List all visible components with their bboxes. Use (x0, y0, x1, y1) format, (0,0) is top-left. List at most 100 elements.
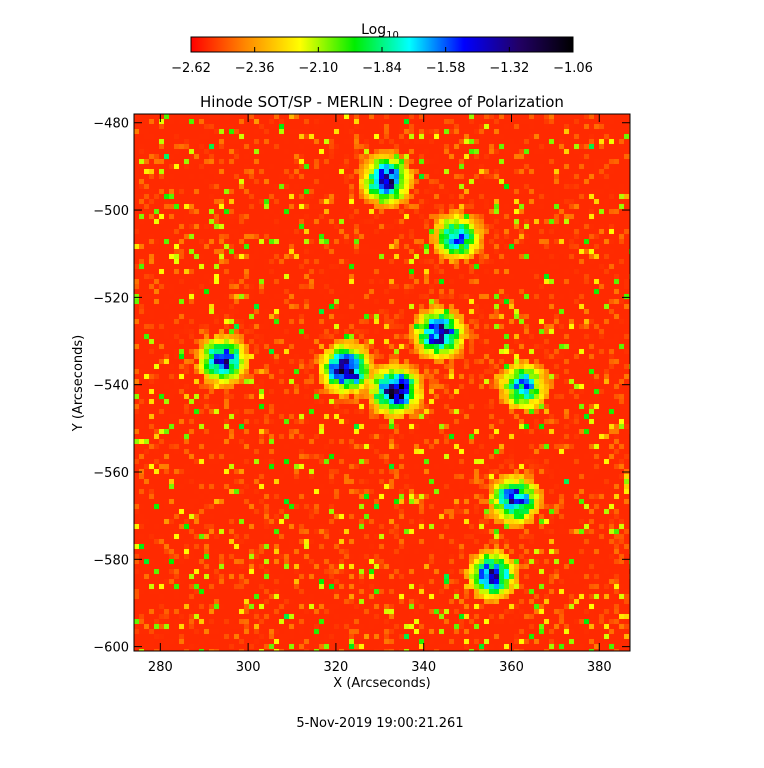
heatmap-cell (174, 249, 179, 254)
heatmap-cell (599, 144, 604, 149)
heatmap-cell (194, 279, 199, 284)
heatmap-cell (409, 394, 414, 399)
heatmap-cell (529, 399, 534, 404)
heatmap-cell (429, 129, 434, 134)
heatmap-cell (149, 154, 154, 159)
heatmap-cell (489, 194, 494, 199)
heatmap-cell (314, 624, 319, 629)
heatmap-cell (259, 279, 264, 284)
heatmap-cell (354, 144, 359, 149)
heatmap-cell (399, 234, 404, 239)
heatmap-cell (494, 174, 499, 179)
heatmap-cell (619, 129, 624, 134)
heatmap-cell (159, 344, 164, 349)
heatmap-cell (474, 319, 479, 324)
heatmap-cell (549, 644, 554, 649)
heatmap-cell (189, 359, 194, 364)
heatmap-cell (444, 509, 449, 514)
heatmap-cell (424, 124, 429, 129)
heatmap-cell (564, 234, 569, 239)
heatmap-cell (459, 174, 464, 179)
heatmap-cell (364, 294, 369, 299)
heatmap-cell (494, 564, 499, 569)
heatmap-cell (299, 159, 304, 164)
heatmap-cell (399, 414, 404, 419)
heatmap-cell (509, 299, 514, 304)
heatmap-cell (349, 184, 354, 189)
heatmap-cell (564, 149, 569, 154)
heatmap-cell (259, 239, 264, 244)
heatmap-cell (229, 304, 234, 309)
heatmap-cell (414, 464, 419, 469)
heatmap-cell (349, 174, 354, 179)
heatmap-cell (349, 584, 354, 589)
heatmap-cell (499, 494, 504, 499)
heatmap-cell (274, 234, 279, 239)
heatmap-cell (409, 254, 414, 259)
heatmap-cell (304, 244, 309, 249)
heatmap-cell (349, 539, 354, 544)
heatmap-cell (394, 549, 399, 554)
heatmap-cell (169, 479, 174, 484)
heatmap-cell (159, 119, 164, 124)
heatmap-cell (484, 519, 489, 524)
heatmap-cell (469, 569, 474, 574)
heatmap-cell (454, 444, 459, 449)
heatmap-cell (389, 324, 394, 329)
heatmap-cell (359, 494, 364, 499)
heatmap-cell (234, 324, 239, 329)
heatmap-cell (389, 154, 394, 159)
heatmap-cell (209, 159, 214, 164)
heatmap-cell (164, 544, 169, 549)
heatmap-cell (614, 434, 619, 439)
heatmap-cell (174, 209, 179, 214)
heatmap-cell (314, 184, 319, 189)
heatmap-cell (524, 329, 529, 334)
heatmap-cell (469, 329, 474, 334)
heatmap-cell (399, 324, 404, 329)
heatmap-cell (174, 414, 179, 419)
heatmap-cell (299, 154, 304, 159)
heatmap-cell (284, 149, 289, 154)
heatmap-cell (409, 429, 414, 434)
heatmap-cell (549, 294, 554, 299)
heatmap-cell (399, 159, 404, 164)
heatmap-cell (449, 494, 454, 499)
heatmap-cell (309, 594, 314, 599)
heatmap-cell (609, 224, 614, 229)
heatmap-cell (469, 244, 474, 249)
heatmap-cell (369, 384, 374, 389)
heatmap-cell (569, 319, 574, 324)
heatmap-cell (384, 639, 389, 644)
heatmap-cell (454, 229, 459, 234)
heatmap-cell (554, 374, 559, 379)
heatmap-cell (524, 469, 529, 474)
heatmap-cell (264, 569, 269, 574)
heatmap-cell (189, 619, 194, 624)
heatmap-cell (334, 299, 339, 304)
heatmap-cell (314, 634, 319, 639)
heatmap-cell (259, 404, 264, 409)
heatmap-cell (429, 579, 434, 584)
heatmap-cell (219, 469, 224, 474)
heatmap-cell (299, 574, 304, 579)
heatmap-cell (569, 174, 574, 179)
heatmap-cell (194, 289, 199, 294)
heatmap-cell (524, 429, 529, 434)
heatmap-cell (154, 334, 159, 339)
heatmap-cell (499, 144, 504, 149)
heatmap-cell (184, 164, 189, 169)
heatmap-cell (239, 379, 244, 384)
heatmap-cell (409, 229, 414, 234)
heatmap-cell (324, 364, 329, 369)
heatmap-cell (149, 259, 154, 264)
heatmap-cell (449, 364, 454, 369)
heatmap-cell (264, 604, 269, 609)
heatmap-cell (159, 319, 164, 324)
heatmap-cell (194, 499, 199, 504)
heatmap-cell (464, 574, 469, 579)
heatmap-cell (174, 149, 179, 154)
heatmap-cell (169, 444, 174, 449)
heatmap-cell (264, 429, 269, 434)
heatmap-cell (369, 114, 374, 119)
